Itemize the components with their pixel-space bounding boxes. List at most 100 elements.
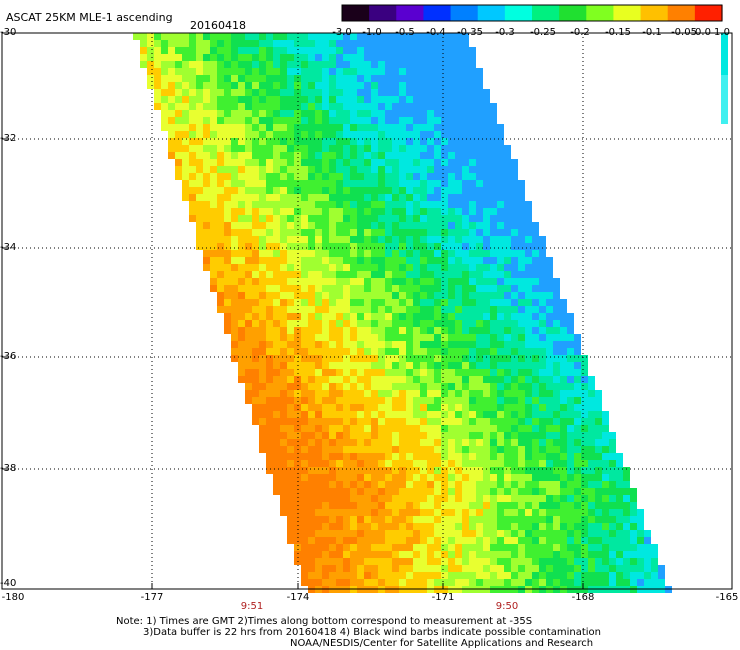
swath-pixel [434, 390, 441, 397]
swath-pixel [357, 390, 364, 397]
swath-pixel [511, 397, 518, 404]
swath-pixel [392, 530, 399, 537]
swath-pixel [322, 110, 329, 117]
swath-pixel [322, 166, 329, 173]
swath-pixel [231, 61, 238, 68]
swath-pixel [658, 579, 665, 586]
swath-pixel [406, 75, 413, 82]
swath-pixel [301, 509, 308, 516]
swath-pixel [336, 495, 343, 502]
swath-pixel [336, 222, 343, 229]
swath-pixel [427, 572, 434, 579]
swath-pixel [567, 390, 574, 397]
swath-pixel [399, 320, 406, 327]
swath-pixel [301, 474, 308, 481]
swath-pixel [336, 110, 343, 117]
swath-pixel [476, 222, 483, 229]
swath-pixel [217, 208, 224, 215]
swath-pixel [455, 306, 462, 313]
swath-pixel [413, 257, 420, 264]
swath-pixel [504, 215, 511, 222]
swath-pixel [308, 446, 315, 453]
swath-pixel [413, 369, 420, 376]
swath-pixel [518, 271, 525, 278]
swath-pixel [140, 54, 147, 61]
swath-pixel [392, 334, 399, 341]
swath-pixel [336, 460, 343, 467]
swath-pixel [231, 89, 238, 96]
swath-pixel [392, 194, 399, 201]
swath-pixel [301, 383, 308, 390]
swath-pixel [399, 68, 406, 75]
swath-pixel [378, 481, 385, 488]
swath-pixel [336, 369, 343, 376]
swath-pixel [252, 131, 259, 138]
swath-pixel [483, 299, 490, 306]
swath-pixel [490, 488, 497, 495]
swath-pixel [336, 355, 343, 362]
swath-pixel [378, 327, 385, 334]
swath-pixel [420, 173, 427, 180]
swath-pixel [350, 194, 357, 201]
swath-pixel [168, 138, 175, 145]
swath-pixel [280, 488, 287, 495]
swath-pixel [504, 229, 511, 236]
swath-pixel [539, 285, 546, 292]
colorbar-segment [586, 5, 615, 21]
swath-pixel [315, 341, 322, 348]
swath-pixel [273, 250, 280, 257]
swath-pixel [504, 362, 511, 369]
swath-pixel [497, 348, 504, 355]
swath-pixel [259, 110, 266, 117]
swath-pixel [315, 355, 322, 362]
swath-pixel [343, 453, 350, 460]
swath-pixel [455, 558, 462, 565]
swath-pixel [399, 488, 406, 495]
swath-pixel [567, 383, 574, 390]
swath-pixel [469, 495, 476, 502]
swath-pixel [539, 418, 546, 425]
swath-pixel [721, 103, 728, 110]
swath-pixel [231, 215, 238, 222]
swath-pixel [182, 159, 189, 166]
swath-pixel [602, 418, 609, 425]
swath-pixel [420, 222, 427, 229]
swath-pixel [427, 117, 434, 124]
swath-pixel [266, 250, 273, 257]
swath-pixel [343, 509, 350, 516]
swath-pixel [525, 313, 532, 320]
swath-pixel [560, 516, 567, 523]
swath-pixel [343, 404, 350, 411]
swath-pixel [525, 502, 532, 509]
swath-pixel [329, 61, 336, 68]
swath-pixel [385, 68, 392, 75]
swath-pixel [504, 313, 511, 320]
swath-pixel [455, 411, 462, 418]
swath-pixel [371, 152, 378, 159]
swath-pixel [581, 446, 588, 453]
swath-pixel [343, 180, 350, 187]
swath-pixel [434, 320, 441, 327]
swath-pixel [287, 320, 294, 327]
swath-pixel [539, 299, 546, 306]
swath-pixel [434, 481, 441, 488]
swath-pixel [476, 495, 483, 502]
swath-pixel [420, 110, 427, 117]
swath-pixel [252, 236, 259, 243]
swath-pixel [476, 383, 483, 390]
swath-pixel [532, 285, 539, 292]
swath-pixel [364, 572, 371, 579]
swath-pixel [560, 376, 567, 383]
swath-pixel [539, 341, 546, 348]
swath-pixel [378, 173, 385, 180]
swath-pixel [448, 579, 455, 586]
swath-pixel [168, 124, 175, 131]
swath-pixel [581, 439, 588, 446]
swath-pixel [371, 425, 378, 432]
swath-pixel [434, 404, 441, 411]
swath-pixel [350, 229, 357, 236]
swath-pixel [301, 418, 308, 425]
swath-pixel [497, 180, 504, 187]
swath-pixel [441, 138, 448, 145]
swath-pixel [203, 250, 210, 257]
